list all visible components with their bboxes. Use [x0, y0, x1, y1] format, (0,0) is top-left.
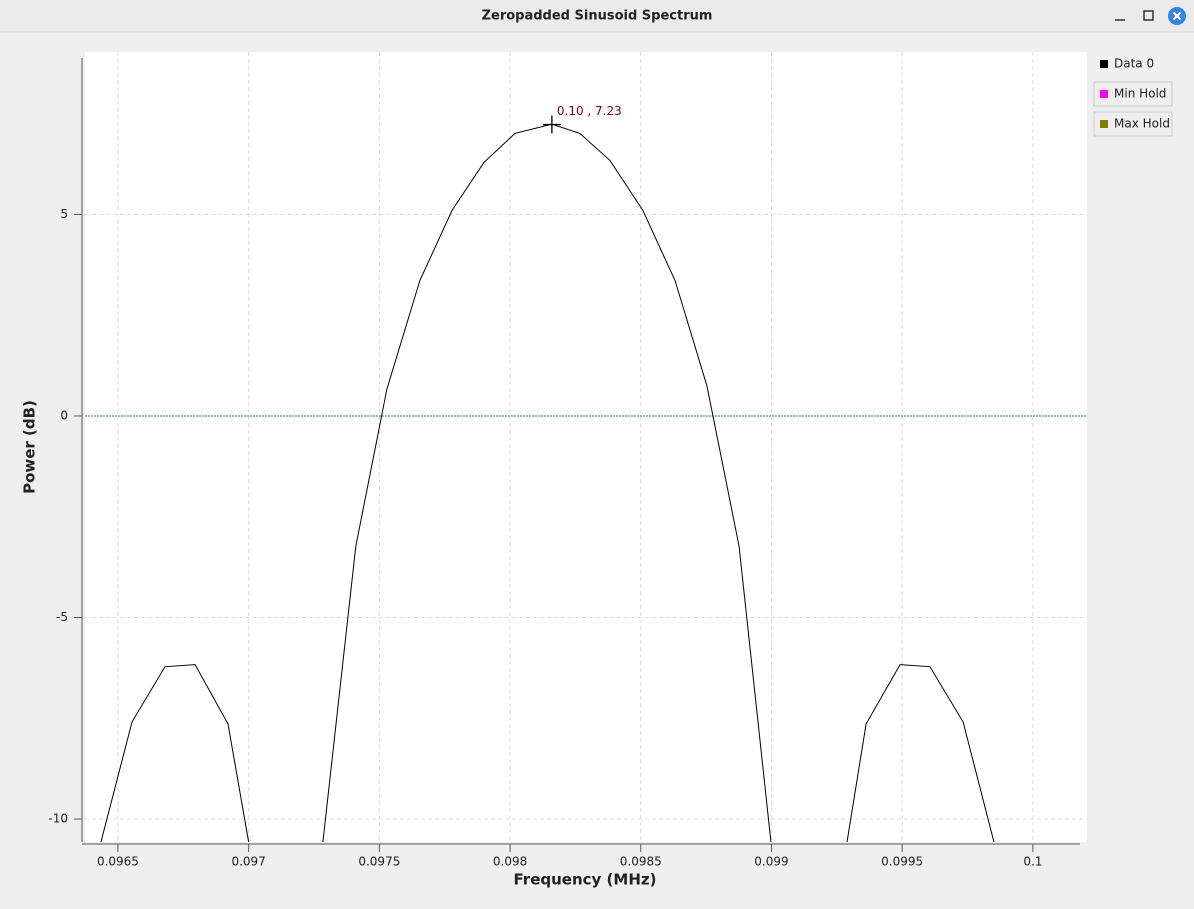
x-tick-label: 0.0995 — [881, 855, 923, 869]
annotation-marker — [542, 115, 561, 134]
x-tick-label: 0.0965 — [97, 855, 139, 869]
y-axis-label: Power (dB) — [21, 400, 39, 494]
x-tick-label: 0.0975 — [358, 855, 400, 869]
legend-label: Data 0 — [1114, 57, 1154, 71]
legend-swatch — [1100, 90, 1108, 98]
x-tick-label: 0.0985 — [620, 855, 662, 869]
y-tick-label: 0 — [60, 408, 68, 422]
close-button[interactable] — [1168, 7, 1186, 25]
plot-canvas — [85, 52, 1087, 842]
x-axis-label: Frequency (MHz) — [514, 871, 657, 889]
legend-swatch — [1100, 120, 1108, 128]
annotation-label: 0.10 , 7.23 — [557, 104, 622, 118]
legend: Data 0 Min Hold Max Hold — [1093, 57, 1173, 137]
title-bar — [0, 0, 1194, 32]
x-tick-label: 0.099 — [754, 855, 788, 869]
legend-swatch — [1100, 60, 1108, 68]
legend-button-frame — [1093, 81, 1173, 107]
legend-button-frame — [1093, 111, 1173, 137]
x-tick-label: 0.097 — [231, 855, 265, 869]
y-tick-label: -5 — [56, 610, 68, 624]
y-tick-label: -10 — [48, 812, 68, 826]
legend-label: Max Hold — [1114, 117, 1170, 131]
legend-label: Min Hold — [1114, 87, 1166, 101]
window-title: Zeropadded Sinusoid Spectrum — [482, 9, 713, 24]
maximize-button[interactable] — [1143, 10, 1154, 21]
x-tick-label: 0.098 — [493, 855, 527, 869]
x-tick-label: 0.1 — [1023, 855, 1042, 869]
y-tick-label: 5 — [60, 207, 68, 221]
